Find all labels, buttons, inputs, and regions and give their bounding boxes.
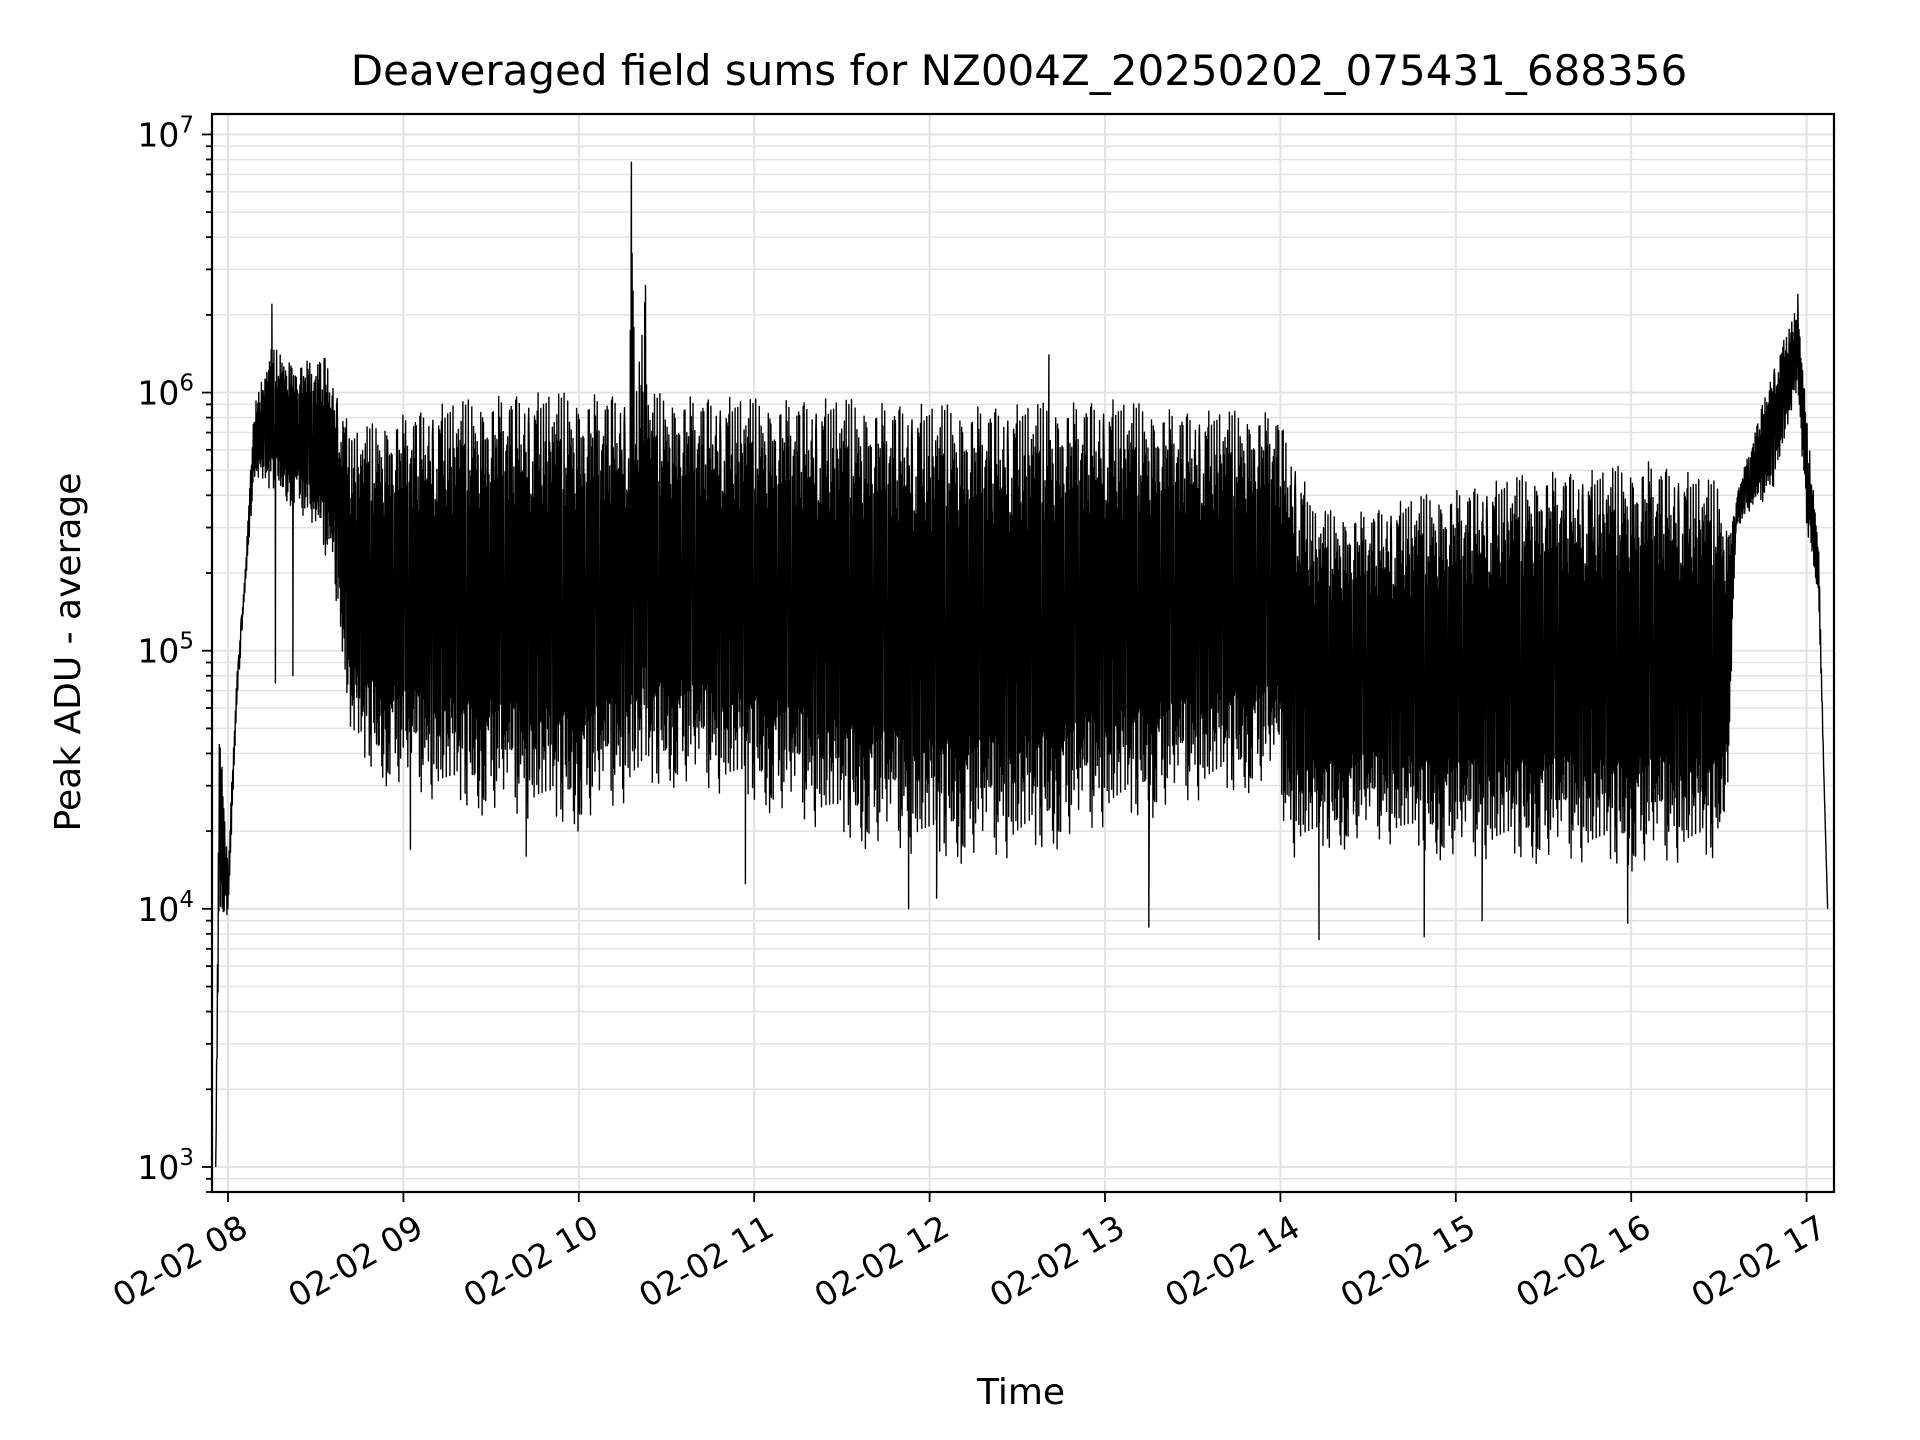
data-series xyxy=(215,161,1829,1168)
y-axis-label: Peak ADU - average xyxy=(48,473,89,832)
chart-title: Deaveraged field sums for NZ004Z_2025020… xyxy=(351,46,1687,95)
y-tick-label: 104 xyxy=(137,887,194,929)
y-axis: 103 104 105 106 107 xyxy=(137,112,212,1193)
y-tick-label: 106 xyxy=(137,371,194,413)
plot-frame xyxy=(210,112,1836,1194)
series-line xyxy=(215,161,1829,1168)
y-tick-label: 105 xyxy=(137,629,194,671)
y-tick-label: 103 xyxy=(137,1145,194,1187)
y-tick-label: 107 xyxy=(137,112,194,154)
x-axis-label: Time xyxy=(976,1372,1065,1413)
